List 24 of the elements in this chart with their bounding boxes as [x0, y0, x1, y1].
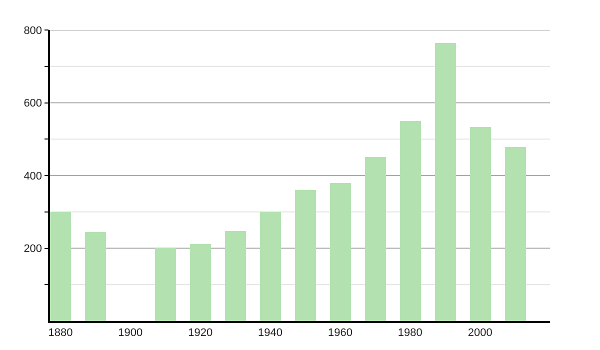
y-tick-label: 600 [24, 98, 42, 110]
x-tick-label: 1940 [258, 326, 283, 339]
bar [330, 183, 351, 321]
x-tick-label: 1920 [188, 326, 213, 339]
bar [505, 147, 526, 321]
bar [470, 127, 491, 321]
y-tick-label: 800 [24, 24, 42, 37]
bar [260, 212, 281, 321]
bar [295, 190, 316, 321]
y-tick-label: 200 [24, 243, 42, 256]
bar [400, 121, 421, 321]
x-tick-label: 1900 [118, 326, 143, 339]
bar [50, 212, 71, 321]
y-tick-label: 400 [24, 170, 42, 182]
x-tick-label: 1980 [398, 326, 422, 339]
bar [190, 244, 211, 321]
bar [435, 43, 456, 321]
bar [85, 232, 106, 321]
x-tick-label: 2000 [468, 326, 492, 339]
bar [225, 231, 246, 321]
bar [155, 248, 176, 321]
x-tick-label: 1880 [48, 326, 73, 339]
x-tick-label: 1960 [328, 326, 352, 339]
bar [365, 157, 386, 321]
